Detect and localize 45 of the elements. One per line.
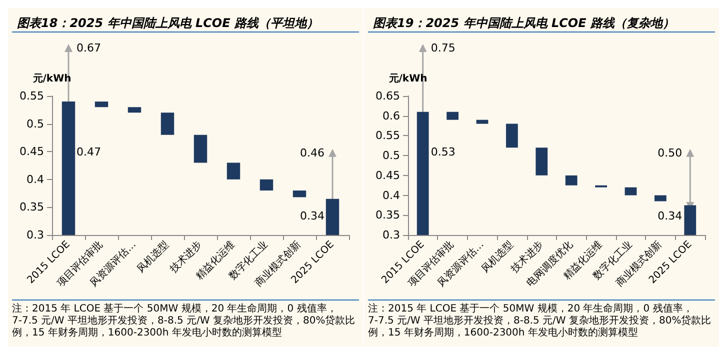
- bar: [128, 107, 142, 113]
- chart-title: 图表19：2025 年中国陆上风电 LCOE 路线（复杂地）: [373, 16, 674, 30]
- y-tick-label: 0.5: [26, 117, 44, 130]
- bar: [226, 162, 240, 180]
- y-tick-label: 0.4: [382, 188, 400, 202]
- y-tick-label: 0.6: [382, 109, 400, 122]
- bar: [624, 187, 637, 196]
- y-axis-title: 元/kWh: [388, 72, 428, 84]
- bar: [506, 124, 518, 148]
- y-tick-label: 0.55: [20, 90, 44, 102]
- annotation: 0.34: [300, 209, 324, 222]
- annotation: 0.53: [430, 146, 456, 159]
- chart-title: 图表18：2025 年中国陆上风电 LCOE 路线（平坦地）: [17, 16, 318, 30]
- y-tick-label: 0.5: [382, 149, 400, 162]
- y-tick-label: 0.55: [376, 129, 400, 142]
- bar: [194, 134, 208, 163]
- bar: [446, 112, 458, 120]
- y-tick-label: 0.65: [376, 90, 400, 102]
- annotation: 0.34: [658, 209, 682, 222]
- bar: [160, 112, 174, 135]
- y-tick-label: 0.35: [376, 208, 400, 222]
- bar: [476, 120, 488, 124]
- y-tick-label: 0.4: [26, 172, 44, 186]
- bar: [94, 102, 108, 108]
- y-tick-label: 0.3: [382, 228, 400, 242]
- annotation: 0.50: [658, 146, 682, 160]
- y-tick-label: 0.45: [20, 145, 44, 158]
- y-tick-label: 0.3: [26, 228, 44, 242]
- y-tick-label: 0.35: [20, 200, 44, 214]
- bar: [292, 190, 306, 198]
- text: 注：2015 年 LCOE 基于一个 50MW 规模，20 年生命周期，0 残值率，7-7.5 元/W 平坦地形开发投资，8-8.5 元/W 复杂地形开发投资，80%贷款比例，15 年财务周期，1600-2300h 年发电小时数的测算模型: [368, 302, 712, 338]
- y-tick-label: 0.45: [376, 168, 400, 182]
- bar: [565, 175, 578, 186]
- text: 注：2015 年 LCOE 基于一个 50MW 规模，20 年生命周期，0 残值率，7-7.5 元/W 平坦地形开发投资，8-8.5 元/W 复杂地形开发投资，80%贷款比例，15 年财务周期，1600-2300h 年发电小时数的测算模型: [12, 302, 356, 338]
- annotation: 0.47: [76, 146, 101, 159]
- text: 0.75: [430, 42, 456, 54]
- y-axis-title: 元/kWh: [32, 72, 72, 84]
- bar: [62, 102, 76, 235]
- bar: [260, 179, 274, 191]
- annotation: 0.46: [300, 146, 324, 160]
- bar: [416, 112, 429, 235]
- bar: [654, 195, 666, 202]
- text: 0.67: [76, 42, 101, 54]
- bar: [326, 198, 340, 235]
- bar: [536, 148, 548, 176]
